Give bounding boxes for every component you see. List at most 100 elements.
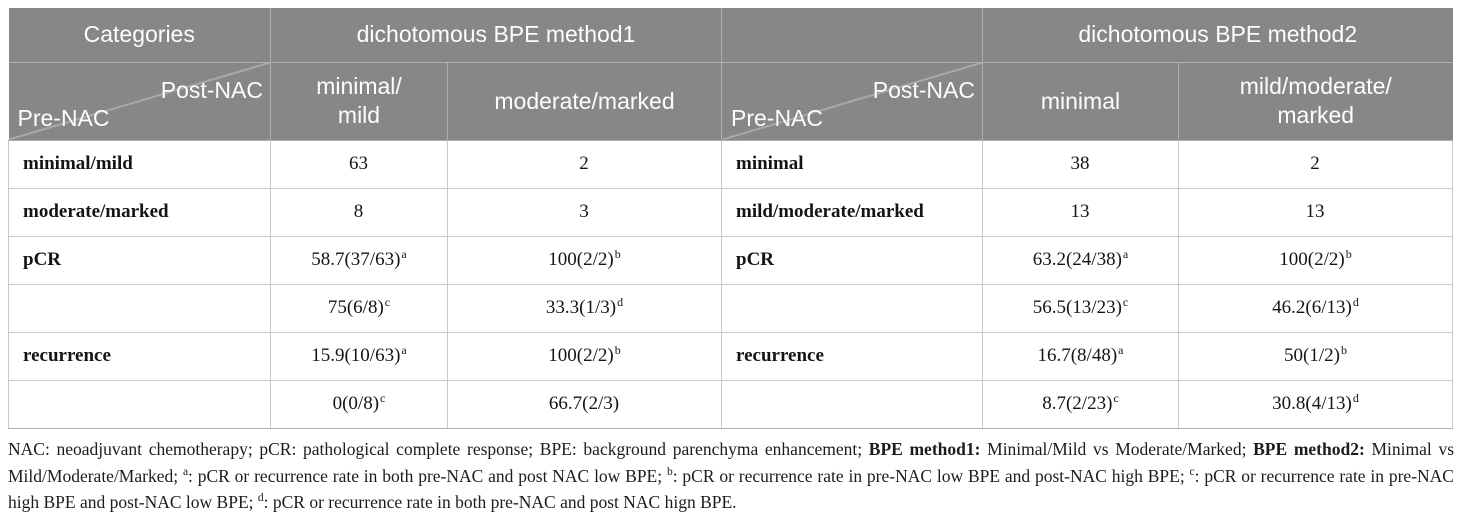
header-row-1: Categories dichotomous BPE method1 dicho…: [8, 8, 1453, 63]
data-cell: 8.7(2/23)c: [982, 379, 1179, 429]
footnote-bold-method2: BPE method2:: [1253, 439, 1365, 459]
footnote-marker-d: d: [257, 492, 264, 505]
header-method2-col1: minimal: [982, 61, 1179, 141]
diagonal-label-pre-nac: Pre-NAC: [731, 104, 824, 131]
cell-superscript: a: [401, 342, 407, 357]
data-cell: 33.3(1/3)d: [447, 283, 722, 333]
data-cell: 63: [270, 139, 448, 189]
data-cell: 0(0/8)c: [270, 379, 448, 429]
cell-superscript: d: [1352, 294, 1359, 309]
cell-value: 15.9(10/63): [311, 345, 401, 366]
data-cell: 13: [982, 187, 1179, 237]
cell-value: 50(1/2): [1284, 345, 1340, 366]
footnote-marker-a: a: [182, 465, 189, 478]
data-cell: 100(2/2)b: [1178, 235, 1453, 285]
data-cell: 63.2(24/38)a: [982, 235, 1179, 285]
cell-value: 100(2/2): [548, 249, 614, 270]
row-label-left: [8, 283, 271, 333]
cell-value: 8.7(2/23): [1042, 393, 1113, 414]
data-cell: 66.7(2/3): [447, 379, 722, 429]
data-cell: 75(6/8)c: [270, 283, 448, 333]
data-cell: 58.7(37/63)a: [270, 235, 448, 285]
row-label-right: mild/moderate/marked: [721, 187, 983, 237]
data-cell: 15.9(10/63)a: [270, 331, 448, 381]
footnote-text: NAC: neoadjuvant chemotherapy; pCR: path…: [8, 439, 869, 459]
footnote-text: : pCR or recurrence rate in both pre-NAC…: [188, 465, 667, 486]
cell-superscript: c: [1113, 390, 1119, 405]
bpe-results-table: Categories dichotomous BPE method1 dicho…: [8, 8, 1453, 429]
data-cell: 8: [270, 187, 448, 237]
header-categories: Categories: [8, 8, 271, 63]
cell-value: 3: [579, 201, 589, 222]
diagonal-header-cell-left: Post-NAC Pre-NAC: [8, 61, 271, 141]
footnote-text: : pCR or recurrence rate in pre-NAC low …: [672, 465, 1190, 486]
header-method1-col1: minimal/ mild: [270, 61, 448, 141]
header-blank-cell: [721, 8, 983, 63]
diagonal-label-pre-nac: Pre-NAC: [17, 104, 110, 131]
row-label-left: moderate/marked: [8, 187, 271, 237]
row-label-right: minimal: [721, 139, 983, 189]
footnote-text: : pCR or recurrence rate in both pre-NAC…: [263, 492, 737, 512]
header-row-2: Post-NAC Pre-NAC minimal/ mild moderate/…: [8, 61, 1453, 141]
cell-value: 2: [1310, 153, 1320, 174]
cell-superscript: b: [1340, 342, 1347, 357]
cell-value: 63: [349, 153, 368, 174]
data-cell: 100(2/2)b: [447, 331, 722, 381]
cell-value: 30.8(4/13): [1272, 393, 1352, 414]
cell-value: 75(6/8): [327, 297, 384, 318]
cell-superscript: d: [617, 294, 624, 309]
table-header: Categories dichotomous BPE method1 dicho…: [8, 8, 1453, 141]
cell-value: 46.2(6/13): [1272, 297, 1352, 318]
cell-superscript: a: [1122, 246, 1129, 261]
table-row: minimal/mild 63 2 minimal 38 2: [8, 139, 1453, 189]
table-row: moderate/marked 8 3 mild/moderate/marked…: [8, 187, 1453, 237]
table-body: minimal/mild 63 2 minimal 38 2 moderate/…: [8, 139, 1453, 429]
row-label-left: [8, 379, 271, 429]
data-cell: 30.8(4/13)d: [1178, 379, 1453, 429]
footnote-text: Minimal vs Mild/Moderate/Marked;: [8, 439, 1455, 486]
diagonal-label-post-nac: Post-NAC: [872, 76, 975, 103]
cell-superscript: c: [384, 294, 391, 309]
cell-value: 0(0/8): [332, 393, 380, 414]
footnote-text: : pCR or recurrence rate in pre-NAC high…: [8, 465, 1454, 513]
cell-value: 2: [579, 153, 589, 174]
row-label-right: [721, 379, 983, 429]
cell-value: 66.7(2/3): [548, 393, 620, 414]
data-cell: 100(2/2)b: [447, 235, 722, 285]
cell-value: 100(2/2): [548, 345, 614, 366]
cell-value: 16.7(8/48): [1037, 345, 1118, 366]
cell-value: 38: [1070, 153, 1090, 174]
diagonal-label-post-nac: Post-NAC: [160, 76, 263, 103]
cell-superscript: a: [1118, 342, 1124, 357]
table-row: 75(6/8)c 33.3(1/3)d 56.5(13/23)c 46.2(6/…: [8, 283, 1453, 333]
data-cell: 3: [447, 187, 722, 237]
row-label-right: [721, 283, 983, 333]
footnote-marker-c: c: [1189, 465, 1195, 478]
row-label-left: recurrence: [8, 331, 271, 381]
row-label-right: recurrence: [721, 331, 983, 381]
data-cell: 16.7(8/48)a: [982, 331, 1179, 381]
header-method1: dichotomous BPE method1: [270, 8, 722, 63]
cell-value: 63.2(24/38): [1032, 249, 1122, 270]
data-cell: 46.2(6/13)d: [1178, 283, 1453, 333]
row-label-left: minimal/mild: [8, 139, 271, 189]
data-cell: 13: [1178, 187, 1453, 237]
row-label-left: pCR: [8, 235, 271, 285]
diagonal-header-cell-right: Post-NAC Pre-NAC: [721, 61, 983, 141]
table-row: 0(0/8)c 66.7(2/3) 8.7(2/23)c 30.8(4/13)d: [8, 379, 1453, 429]
cell-value: 56.5(13/23): [1032, 297, 1122, 318]
cell-superscript: b: [614, 342, 621, 357]
header-method2: dichotomous BPE method2: [982, 8, 1453, 63]
cell-superscript: c: [1122, 294, 1129, 309]
cell-value: 100(2/2): [1279, 249, 1345, 270]
cell-superscript: b: [1345, 246, 1352, 261]
cell-value: 13: [1070, 201, 1090, 222]
footnote-marker-b: b: [666, 465, 673, 478]
header-method1-col2: moderate/marked: [447, 61, 722, 141]
data-cell: 50(1/2)b: [1178, 331, 1453, 381]
row-label-right: pCR: [721, 235, 983, 285]
table-row: recurrence 15.9(10/63)a 100(2/2)b recurr…: [8, 331, 1453, 381]
cell-value: 8: [353, 201, 364, 222]
table-row: pCR 58.7(37/63)a 100(2/2)b pCR 63.2(24/3…: [8, 235, 1453, 285]
